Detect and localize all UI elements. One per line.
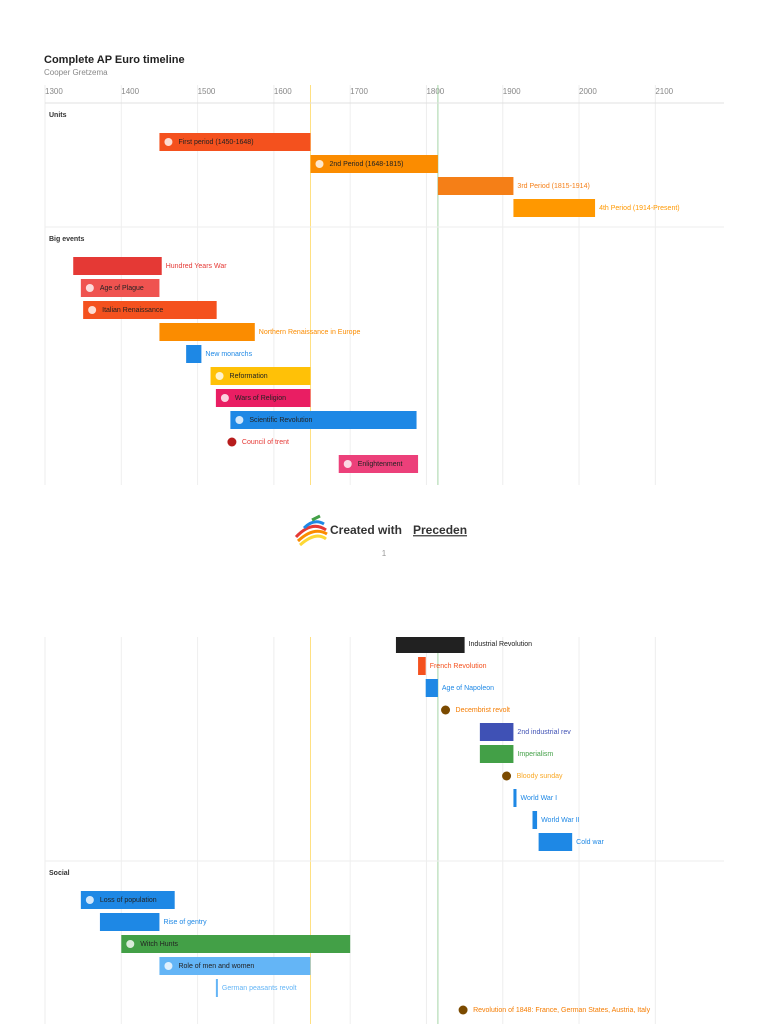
event-bar — [230, 411, 417, 429]
event-bar — [80, 891, 175, 909]
event-bar — [513, 199, 596, 217]
event-label: Imperialism — [517, 751, 553, 758]
event-label: Witch Hunts — [140, 941, 178, 948]
section-title: Units — [49, 112, 67, 119]
event-label: Italian Renaissance — [102, 307, 163, 314]
axis-tick-label: 1700 — [350, 87, 368, 96]
event-icon — [220, 394, 229, 402]
event-icon — [126, 940, 135, 948]
event-icon — [164, 138, 173, 146]
event-bar — [532, 811, 538, 829]
event-label: Rise of gentry — [163, 919, 207, 926]
event-dot — [227, 437, 237, 447]
title: Complete AP Euro timeline — [44, 54, 185, 66]
event-icon — [343, 460, 352, 468]
event-bar — [215, 979, 218, 997]
axis-tick-label: 2100 — [655, 87, 673, 96]
event-bar — [73, 257, 162, 275]
event-bar — [210, 367, 311, 385]
event-icon — [164, 962, 173, 970]
event-label: World War I — [520, 795, 557, 802]
event-label: 4th Period (1914-Present) — [599, 205, 680, 212]
event-bar — [83, 301, 217, 319]
event-icon — [315, 160, 324, 168]
event-bar — [395, 637, 465, 653]
event-bar — [310, 155, 438, 173]
event-bar — [425, 679, 438, 697]
event-label: 2nd Period (1648-1815) — [329, 161, 403, 168]
axis-tick-label: 1900 — [503, 87, 521, 96]
event-label: Cold war — [576, 839, 604, 846]
event-label: World War II — [541, 817, 580, 824]
event-label: Decembrist revolt — [456, 707, 511, 714]
event-bar — [159, 133, 311, 151]
event-bar — [437, 177, 514, 195]
event-icon — [215, 372, 224, 380]
event-label: Council of trent — [242, 439, 289, 446]
event-label: Role of men and women — [178, 963, 254, 970]
event-bar — [479, 723, 514, 741]
page-two: Industrial Revolution French Revolution Ag… — [44, 637, 724, 1024]
event-bar — [80, 279, 160, 297]
event-label: First period (1450-1648) — [178, 139, 253, 146]
event-label: Industrial Revolution — [469, 641, 533, 648]
event-icon — [88, 306, 97, 314]
event-label: Wars of Religion — [235, 395, 286, 402]
axis-tick-label: 1300 — [45, 87, 63, 96]
event-label: Revolution of 1848: France, German State… — [473, 1007, 651, 1014]
event-dot — [458, 1005, 468, 1015]
axis-tick-label: 1600 — [274, 87, 292, 96]
event-label: Hundred Years War — [166, 263, 227, 270]
event-bar — [418, 657, 426, 675]
event-label: German peasants revolt — [222, 985, 297, 992]
event-label: Enlightenment — [358, 461, 403, 468]
event-bar — [159, 957, 311, 975]
event-label: Reformation — [230, 373, 268, 380]
event-bar — [479, 745, 514, 763]
event-bar — [538, 833, 573, 851]
event-label: New monarchs — [205, 351, 252, 358]
event-label: 3rd Period (1815-1914) — [517, 183, 589, 190]
event-bar — [338, 455, 419, 473]
event-label: French Revolution — [430, 663, 487, 670]
event-bar — [121, 935, 351, 953]
event-bar — [99, 913, 160, 931]
event-dot — [502, 771, 512, 781]
page-one: 1300 1400 1500 1600 1700 1800 1900 2000 2100 Unit… — [44, 85, 724, 485]
credit-brand: Preceden — [413, 523, 467, 537]
credit-prefix: Created with — [330, 523, 402, 537]
event-label: Scientific Revolution — [249, 417, 312, 424]
event-label: Northern Renaissance in Europe — [259, 329, 361, 336]
event-label: Age of Plague — [100, 285, 144, 292]
event-dot — [441, 705, 451, 715]
section-title: Social — [49, 870, 70, 877]
axis-tick-label: 1500 — [198, 87, 216, 96]
event-bar — [159, 323, 255, 341]
author: Cooper Gretzema — [44, 68, 108, 77]
event-icon — [85, 284, 94, 292]
page-number: 1 — [382, 549, 387, 558]
axis-tick-label: 2000 — [579, 87, 597, 96]
event-bar — [186, 345, 202, 363]
event-label: Loss of population — [100, 897, 157, 904]
event-label: Bloody sunday — [517, 773, 563, 780]
event-bar — [215, 389, 311, 407]
section-title: Big events — [49, 236, 85, 243]
event-label: Age of Napoleon — [442, 685, 494, 692]
event-bar — [513, 789, 517, 807]
axis-tick-label: 1800 — [426, 87, 444, 96]
event-icon — [85, 896, 94, 904]
axis-tick-label: 1400 — [121, 87, 139, 96]
logo — [294, 514, 328, 547]
event-icon — [235, 416, 244, 424]
event-label: 2nd industrial rev — [517, 729, 571, 736]
